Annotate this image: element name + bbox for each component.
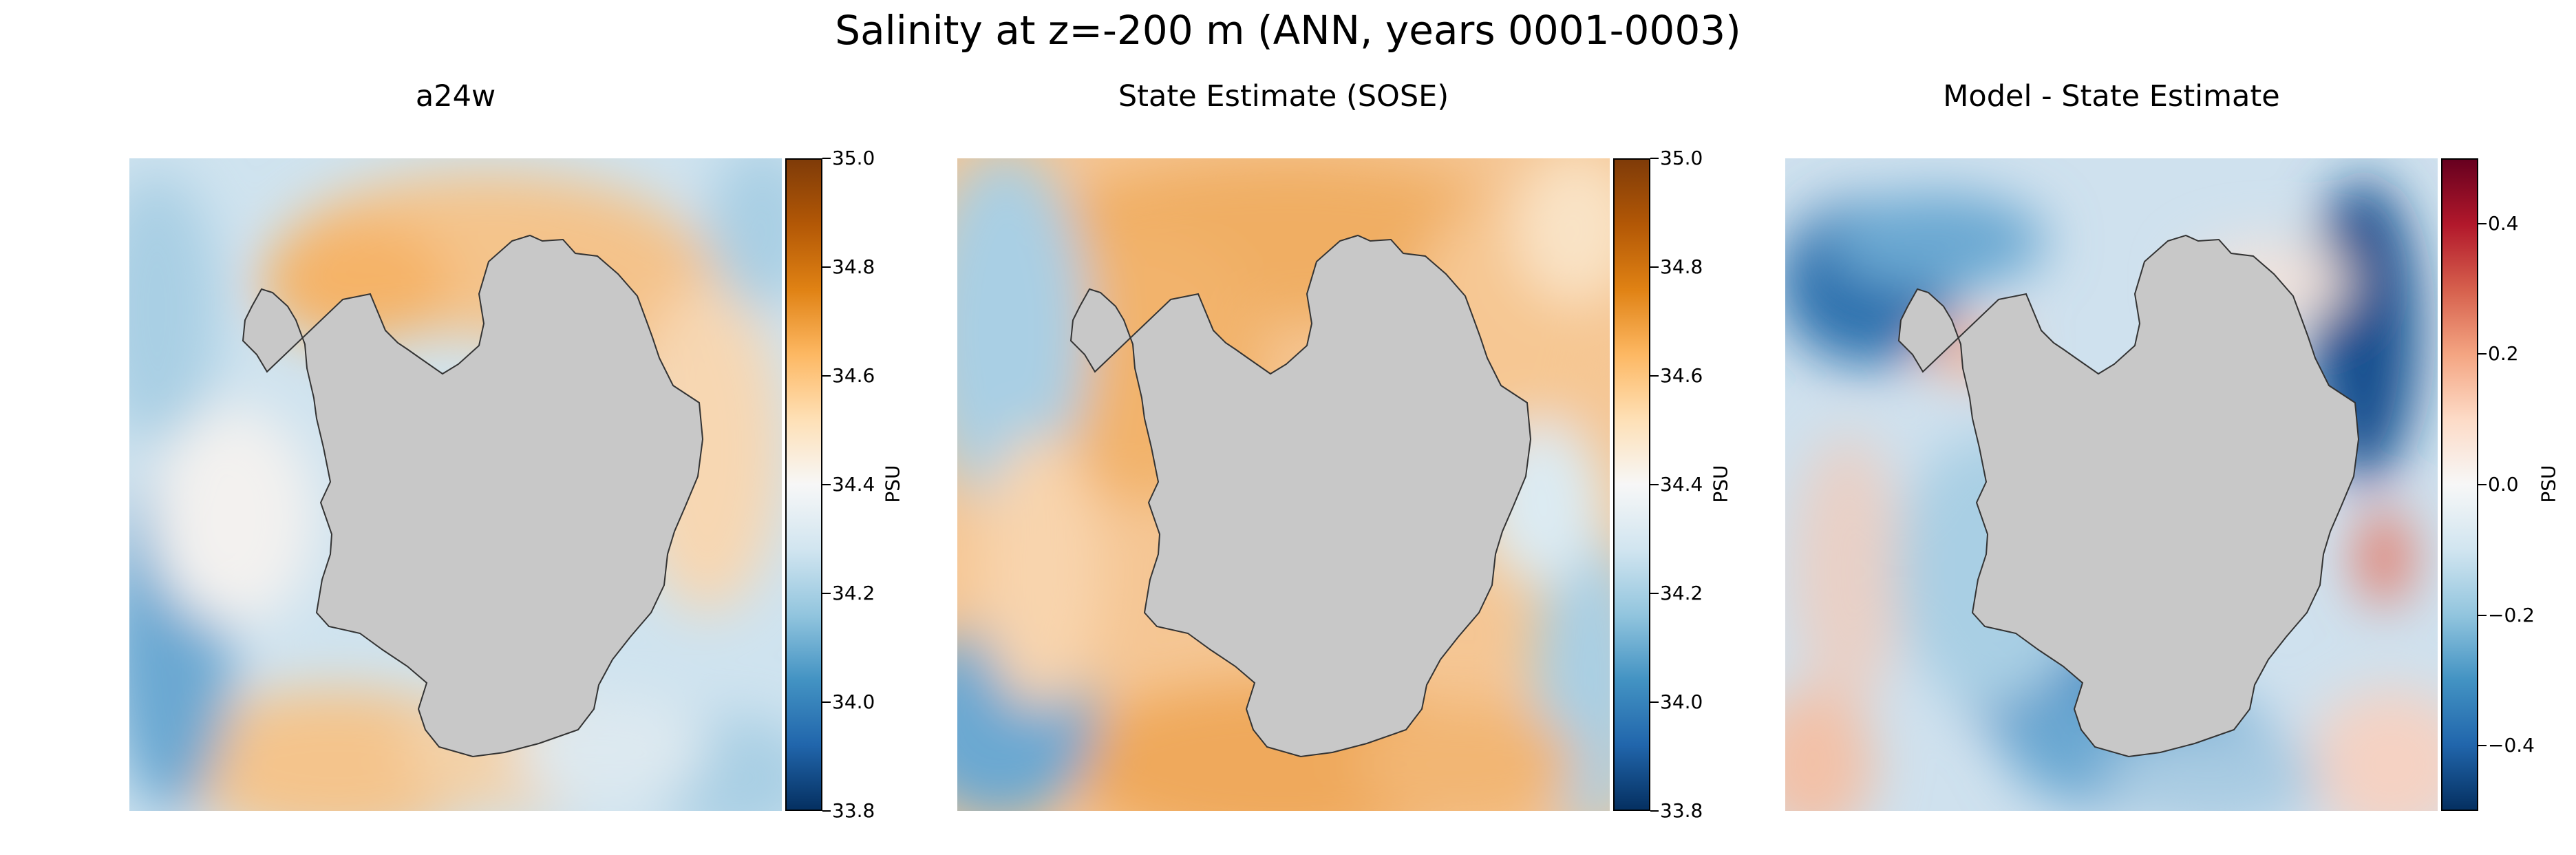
map-sose: [957, 158, 1610, 811]
colorbar-label-difference: PSU: [2537, 465, 2560, 503]
colorbar-tick-difference: −0.2: [2478, 603, 2535, 626]
colorbar-tick-model: 34.8: [822, 255, 875, 278]
colorbar-difference: [2441, 158, 2478, 811]
colorbar-tick-difference: 0.4: [2478, 211, 2519, 235]
colorbar-tick-sose: 34.8: [1650, 255, 1703, 278]
antarctica-landmass: [242, 234, 704, 758]
colorbar-tick-model: 34.4: [822, 473, 875, 496]
map-difference: [1785, 158, 2438, 811]
colorbar-tick-sose: 34.4: [1650, 473, 1703, 496]
colorbar-tick-difference: 0.2: [2478, 342, 2519, 366]
antarctica-landmass: [1897, 234, 2360, 758]
field-patch-sose: [978, 434, 1102, 709]
colorbar-tick-sose: 34.6: [1650, 364, 1703, 387]
field-patch-difference: [2308, 688, 2438, 811]
colorbar-tick-difference: −0.4: [2478, 734, 2535, 757]
colorbar-tick-sose: 34.0: [1650, 690, 1703, 713]
field-patch-sose: [1356, 702, 1577, 811]
antarctica-landmass: [1069, 234, 1532, 758]
colorbar-tick-difference: 0.0: [2478, 473, 2519, 496]
colorbar-sose: [1613, 158, 1650, 811]
field-patch-sose: [957, 158, 1088, 509]
colorbar-tick-model: 33.8: [822, 799, 875, 822]
colorbar-tick-sose: 35.0: [1650, 147, 1703, 169]
field-patch-model: [129, 172, 219, 447]
field-patch-model: [260, 220, 453, 344]
field-patch-model: [707, 158, 782, 310]
field-patch-difference: [1827, 193, 2047, 289]
colorbar-label-sose: PSU: [1709, 465, 1732, 503]
field-patch-model: [150, 406, 315, 626]
field-patch-difference: [2356, 509, 2412, 606]
map-model: [129, 158, 782, 811]
panel-title-sose: State Estimate (SOSE): [1118, 79, 1449, 114]
colorbar-tick-model: 34.2: [822, 582, 875, 604]
colorbar-model: [785, 158, 822, 811]
colorbar-tick-model: 34.6: [822, 364, 875, 387]
colorbar-tick-model: 34.0: [822, 690, 875, 713]
field-patch-difference: [1792, 434, 1902, 709]
colorbar-tick-sose: 33.8: [1650, 799, 1703, 822]
colorbar-label-model: PSU: [881, 465, 904, 503]
colorbar-tick-sose: 34.2: [1650, 582, 1703, 604]
figure-title: Salinity at z=-200 m (ANN, years 0001-00…: [835, 7, 1741, 54]
panel-title-model: a24w: [415, 79, 496, 114]
panel-title-difference: Model - State Estimate: [1943, 79, 2280, 114]
field-patch-difference: [1785, 688, 1875, 811]
field-patch-sose: [1515, 158, 1610, 303]
colorbar-tick-model: 35.0: [822, 147, 875, 169]
